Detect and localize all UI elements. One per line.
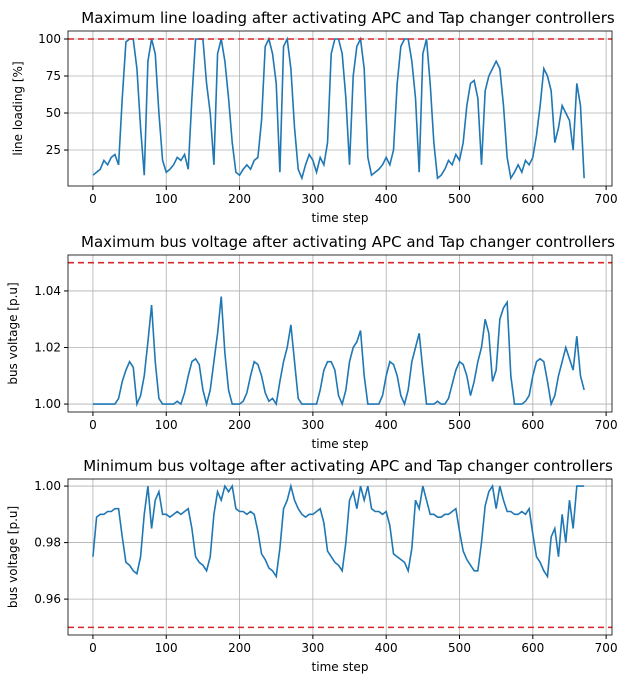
y-axis-label: line loading [%] xyxy=(11,61,25,155)
x-tick-label: 0 xyxy=(89,641,97,655)
x-axis-label: time step xyxy=(312,660,369,674)
x-axis-label: time step xyxy=(312,437,369,451)
x-axis-label: time step xyxy=(312,211,369,225)
x-tick-label: 200 xyxy=(228,641,251,655)
x-tick-label: 700 xyxy=(595,641,618,655)
subplot: Maximum line loading after activating AP… xyxy=(11,9,618,225)
x-tick-label: 100 xyxy=(155,641,178,655)
x-tick-label: 500 xyxy=(448,192,471,206)
x-tick-label: 700 xyxy=(595,418,618,432)
x-tick-label: 0 xyxy=(89,192,97,206)
x-tick-label: 100 xyxy=(155,192,178,206)
y-tick-label: 25 xyxy=(46,143,61,157)
y-tick-label: 1.00 xyxy=(34,479,61,493)
chart-title: Maximum line loading after activating AP… xyxy=(81,9,615,27)
subplot: Maximum bus voltage after activating APC… xyxy=(6,233,618,451)
x-tick-label: 600 xyxy=(521,418,544,432)
plot-frame xyxy=(67,254,613,413)
y-axis-label: bus voltage [p.u] xyxy=(6,506,20,608)
chart-title: Minimum bus voltage after activating APC… xyxy=(83,457,613,475)
x-tick-label: 600 xyxy=(521,192,544,206)
y-tick-label: 1.02 xyxy=(34,341,61,355)
y-tick-label: 50 xyxy=(46,106,61,120)
x-tick-label: 600 xyxy=(521,641,544,655)
x-tick-label: 100 xyxy=(155,418,178,432)
x-tick-label: 400 xyxy=(375,192,398,206)
subplot: Minimum bus voltage after activating APC… xyxy=(6,457,618,674)
plot-frame xyxy=(67,478,613,636)
y-tick-label: 1.00 xyxy=(34,397,61,411)
chart-title: Maximum bus voltage after activating APC… xyxy=(81,233,615,251)
x-tick-label: 700 xyxy=(595,192,618,206)
x-tick-label: 300 xyxy=(301,418,324,432)
data-line xyxy=(92,482,585,579)
x-tick-label: 400 xyxy=(375,418,398,432)
x-tick-label: 200 xyxy=(228,418,251,432)
x-tick-label: 400 xyxy=(375,641,398,655)
x-tick-label: 500 xyxy=(448,641,471,655)
x-tick-label: 200 xyxy=(228,192,251,206)
x-tick-label: 0 xyxy=(89,418,97,432)
y-tick-label: 0.96 xyxy=(34,592,61,606)
y-tick-label: 75 xyxy=(46,69,61,83)
y-tick-label: 1.04 xyxy=(34,284,61,298)
x-tick-label: 300 xyxy=(301,641,324,655)
x-tick-label: 500 xyxy=(448,418,471,432)
y-tick-label: 0.98 xyxy=(34,536,61,550)
data-line xyxy=(92,296,585,408)
plot-frame xyxy=(67,30,613,187)
x-tick-label: 300 xyxy=(301,192,324,206)
y-axis-label: bus voltage [p.u] xyxy=(6,282,20,384)
y-tick-label: 100 xyxy=(38,32,61,46)
